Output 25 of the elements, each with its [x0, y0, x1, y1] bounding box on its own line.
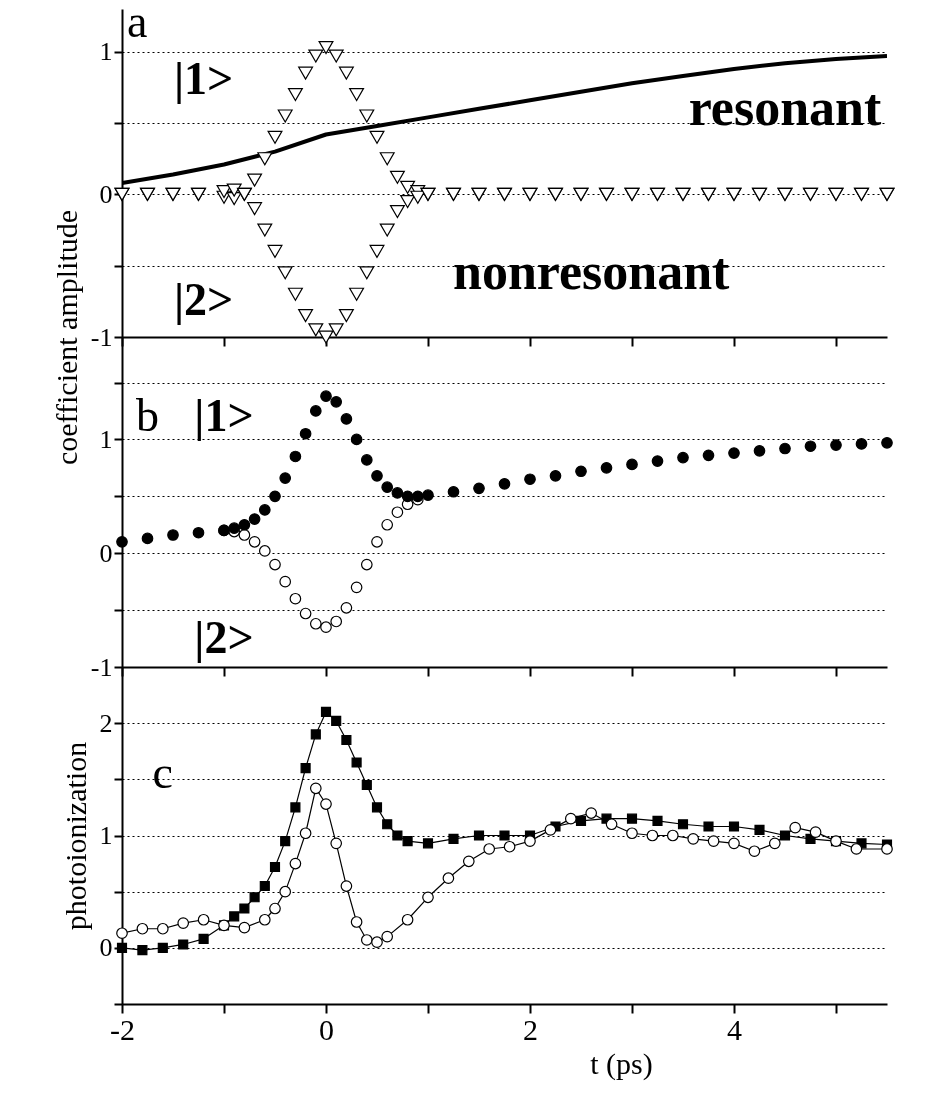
x-tick-label: -2: [110, 1012, 135, 1046]
x-tick-label: 0: [319, 1012, 334, 1046]
y-tick-label: 0: [99, 179, 113, 209]
series-label: |1>: [173, 53, 234, 105]
series-label: resonant: [688, 78, 882, 136]
annotation: b: [136, 389, 159, 441]
y-tick-label: 0: [99, 933, 113, 963]
x-axis-title: t (ps): [590, 1046, 653, 1081]
series-label: |2>: [194, 611, 254, 663]
annotation: c: [152, 746, 174, 798]
x-tick-label: 2: [523, 1012, 538, 1046]
y-tick-label: -1: [90, 652, 113, 682]
y-axis-title: photoionization: [58, 741, 92, 931]
y-tick-label: 1: [99, 821, 113, 850]
annotation: a: [127, 0, 148, 48]
y-tick-label: -1: [90, 322, 113, 352]
annotation: nonresonant: [452, 242, 731, 300]
series-label: |2>: [173, 274, 234, 326]
y-axis-title: coefficient amplitude: [49, 209, 83, 466]
y-tick-label: 1: [99, 424, 113, 454]
series-label: |1>: [194, 389, 254, 441]
y-tick-label: 2: [99, 708, 113, 738]
y-tick-label: 1: [99, 37, 113, 67]
x-tick-label: 4: [727, 1012, 742, 1046]
y-tick-label: 0: [99, 538, 113, 568]
